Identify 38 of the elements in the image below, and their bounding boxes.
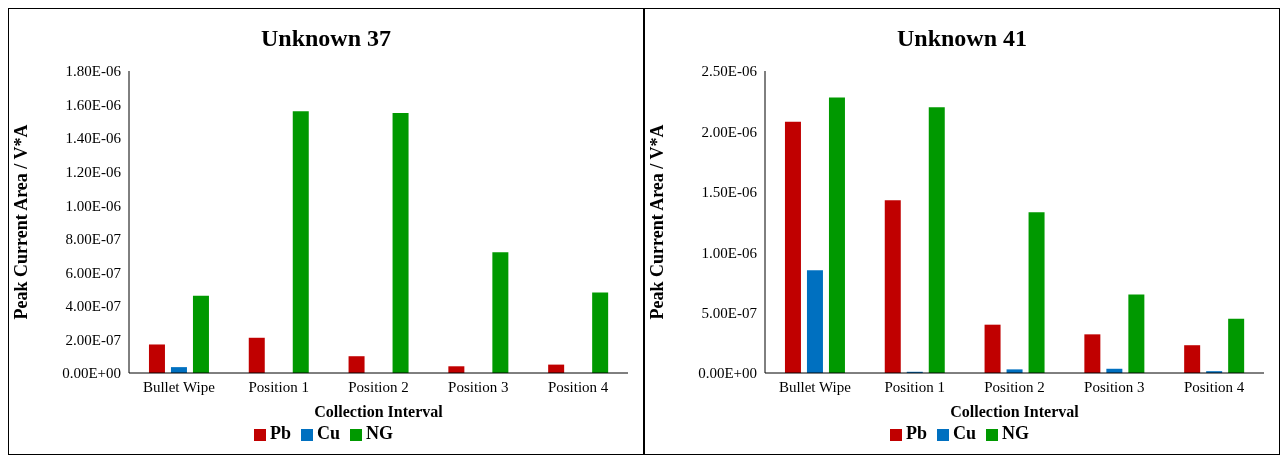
y-tick-label: 1.80E-06 — [65, 63, 122, 80]
x-tick-label: Position 3 — [448, 378, 509, 395]
y-tick-label: 1.20E-06 — [65, 163, 122, 180]
y-tick-label: 6.00E-07 — [65, 264, 122, 281]
y-tick-label: 2.00E-06 — [701, 123, 758, 140]
x-tick-label: Position 2 — [984, 378, 1045, 395]
legend-label: Pb — [269, 423, 291, 443]
x-tick-label: Bullet Wipe — [778, 378, 852, 395]
legend-label: Cu — [953, 423, 977, 443]
y-tick-label: 8.00E-07 — [65, 231, 122, 248]
legend-label: NG — [366, 423, 394, 443]
y-tick-label: 5.00E-07 — [701, 304, 758, 321]
y-tick-label: 0.00E+00 — [62, 365, 121, 382]
y-tick-label: 4.00E-07 — [65, 298, 122, 315]
legend-label: Cu — [317, 423, 341, 443]
y-tick-label: 2.50E-06 — [701, 63, 758, 80]
y-axis-title: Peak Current Area / V*A — [647, 124, 668, 320]
y-tick-label: 1.60E-06 — [65, 96, 122, 113]
x-tick-label: Position 2 — [348, 378, 409, 395]
legend-label: NG — [1002, 423, 1030, 443]
y-tick-label: 1.50E-06 — [701, 184, 758, 201]
x-tick-label: Bullet Wipe — [142, 378, 216, 395]
x-tick-label: Position 4 — [1183, 378, 1245, 395]
x-tick-label: Position 1 — [248, 378, 309, 395]
x-tick-label: Position 3 — [1084, 378, 1145, 395]
y-axis-title: Peak Current Area / V*A — [11, 124, 32, 320]
chart-title: Unknown 37 — [259, 25, 393, 53]
y-tick-label: 2.00E-07 — [65, 331, 122, 348]
y-tick-label: 1.00E-06 — [701, 244, 758, 261]
x-tick-label: Position 1 — [884, 378, 945, 395]
x-axis-title: Collection Interval — [950, 403, 1080, 420]
y-tick-label: 1.40E-06 — [65, 130, 122, 147]
chart-title: Unknown 41 — [895, 25, 1029, 53]
x-tick-label: Position 4 — [547, 378, 609, 395]
legend-label: Pb — [905, 423, 927, 443]
x-axis-title: Collection Interval — [314, 403, 444, 420]
y-tick-label: 0.00E+00 — [698, 365, 757, 382]
y-tick-label: 1.00E-06 — [65, 197, 122, 214]
